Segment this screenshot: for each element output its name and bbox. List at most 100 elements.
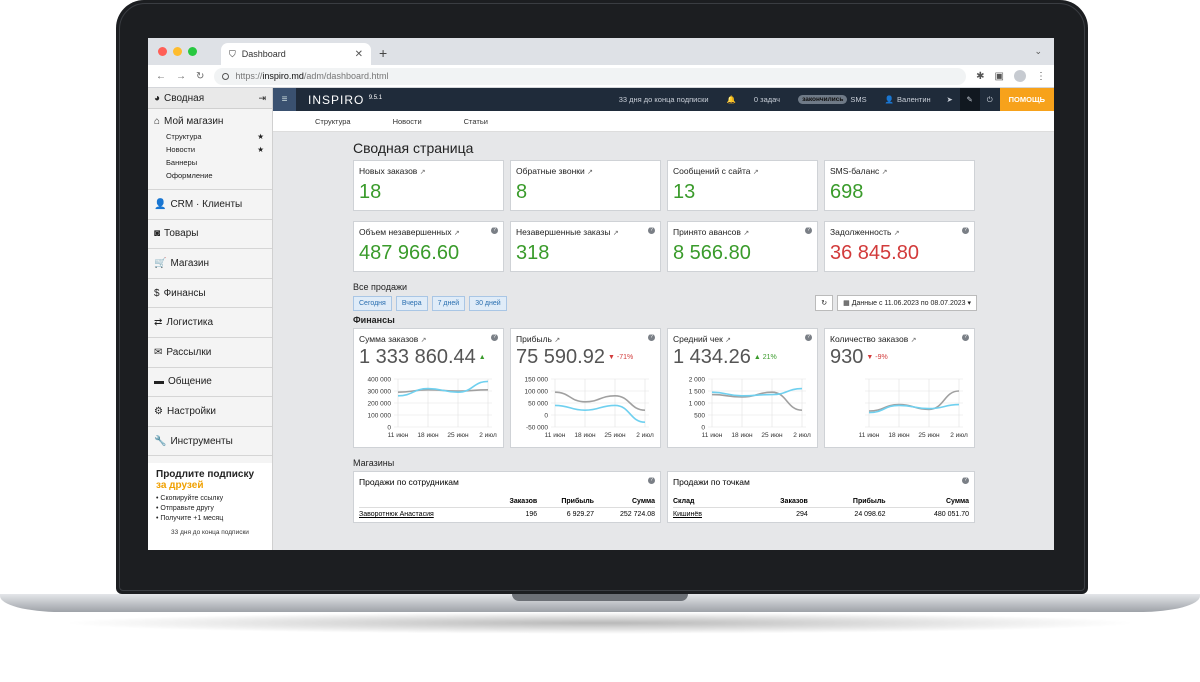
kpi-site-messages[interactable]: Сообщений с сайта ↗ 13 [667, 160, 818, 211]
send-icon[interactable]: ➤ [946, 95, 953, 104]
date-range-picker[interactable]: ▦ Данные с 11.06.2023 по 08.07.2023 ▾ [837, 295, 977, 311]
extensions-icon[interactable]: ✱ [976, 70, 985, 82]
sidepanel-icon[interactable]: ▣ [994, 70, 1004, 82]
table-header-cell[interactable]: Заказов [509, 498, 538, 505]
bell-icon[interactable]: 🔔 [726, 95, 736, 104]
employee-link[interactable]: Заворотнюк Анастасия [359, 507, 490, 521]
table-header-cell[interactable]: Прибыль [561, 498, 594, 505]
tasks-count[interactable]: 0 задач [753, 95, 781, 104]
sidebar-item-finance[interactable]: $ Финансы [148, 279, 272, 309]
sidebar-subitem-design[interactable]: Оформление [166, 169, 266, 182]
refresh-icon[interactable]: ↻ [815, 295, 834, 311]
power-icon[interactable]: ⏻ [986, 94, 993, 104]
range-7days-button[interactable]: 7 дней [431, 295, 466, 311]
star-icon[interactable]: ★ [257, 132, 264, 141]
external-link-icon[interactable]: ↗ [725, 337, 732, 344]
sidebar-item-settings[interactable]: ⚙ Настройки [148, 397, 272, 427]
sidebar-subitem-banners[interactable]: Баннеры [166, 156, 266, 169]
external-link-icon[interactable]: ↗ [910, 337, 917, 344]
range-yesterday-button[interactable]: Вчера [395, 295, 428, 311]
finance-card[interactable]: Количество заказов ↗? 930 ▼ -9% 11 июн 18 ию… [824, 328, 975, 448]
finance-card[interactable]: Прибыль ↗? 75 590.92 ▼ -71% 150 000 100 000 5… [510, 328, 661, 448]
external-link-icon[interactable]: ↗ [420, 337, 427, 344]
help-icon[interactable]: ? [962, 477, 969, 484]
subnav-news[interactable]: Новости [392, 116, 422, 126]
external-link-icon[interactable]: ↗ [612, 230, 619, 237]
kpi-unfinished-volume[interactable]: Объем незавершенных ↗? 487 966.60 [353, 221, 504, 272]
back-icon[interactable]: ← [156, 70, 166, 82]
sidebar-item-shop[interactable]: 🛒 Магазин [148, 249, 272, 279]
pencil-icon[interactable]: ✎ [959, 88, 980, 111]
help-icon[interactable]: ? [962, 334, 969, 341]
sidebar-header[interactable]: ◕ Сводная ⇥ [148, 88, 272, 109]
kpi-new-orders[interactable]: Новых заказов ↗ 18 [353, 160, 504, 211]
help-icon[interactable]: ? [962, 227, 969, 234]
table-header-cell[interactable]: Прибыль [852, 498, 886, 505]
subscription-days[interactable]: 33 дня до конца подписки [618, 95, 709, 104]
finance-card[interactable]: Средний чек ↗? 1 434.26 ▲ 21% 2 000 1 500 1 0… [667, 328, 818, 448]
sidebar-item-crm[interactable]: 👤 CRM · Клиенты [148, 190, 272, 220]
external-link-icon[interactable]: ↗ [554, 337, 561, 344]
sidebar-subitem-news[interactable]: Новости ★ [166, 143, 266, 156]
kpi-advances[interactable]: Принято авансов ↗? 8 566.80 [667, 221, 818, 272]
sidebar-item-logistics[interactable]: ⇄ Логистика [148, 308, 272, 338]
sidebar-item-my-shop[interactable]: ⌂ Мой магазин [154, 116, 266, 127]
external-link-icon[interactable]: ↗ [893, 230, 900, 237]
warehouse-link[interactable]: Кишинёв [673, 507, 743, 521]
kpi-callbacks[interactable]: Обратные звонки ↗ 8 [510, 160, 661, 211]
range-today-button[interactable]: Сегодня [353, 295, 392, 311]
external-link-icon[interactable]: ↗ [587, 169, 593, 176]
close-window-button[interactable] [158, 47, 167, 56]
help-icon[interactable]: ? [805, 227, 812, 234]
sidebar-subitem-structure[interactable]: Структура ★ [166, 130, 266, 143]
profile-avatar[interactable] [1014, 70, 1026, 82]
kpi-debt[interactable]: Задолженность ↗? 36 845.80 [824, 221, 975, 272]
sms-status[interactable]: закончились SMS [789, 95, 876, 104]
collapse-sidebar-icon[interactable]: ⇥ [258, 92, 266, 103]
kpi-sms-balance[interactable]: SMS-баланс ↗ 698 [824, 160, 975, 211]
more-menu-icon[interactable]: ⋮ [1036, 70, 1046, 82]
user-menu[interactable]: 👤 Валентин [876, 95, 940, 104]
maximize-window-button[interactable] [188, 47, 197, 56]
finance-card[interactable]: Сумма заказов ↗? 1 333 860.44 ▲ 400 000 300 … [353, 328, 504, 448]
chevron-down-icon[interactable]: ⌄ [1034, 46, 1042, 56]
brand-logo[interactable]: INSPIRO 9.5.1 [308, 93, 382, 107]
reload-icon[interactable]: ↻ [196, 70, 205, 82]
help-icon[interactable]: ? [648, 227, 655, 234]
table-header-cell[interactable]: Сумма [631, 498, 655, 505]
external-link-icon[interactable]: ↗ [881, 169, 888, 176]
subnav-articles[interactable]: Статьи [463, 116, 488, 126]
sidebar-item-tools[interactable]: 🔧 Инструменты [148, 427, 272, 457]
address-bar[interactable]: https://inspiro.md/adm/dashboard.html [214, 67, 967, 85]
kpi-unfinished-orders[interactable]: Незавершенные заказы ↗? 318 [510, 221, 661, 272]
hamburger-menu-icon[interactable]: ≡ [273, 88, 296, 111]
site-info-icon[interactable] [222, 72, 230, 80]
table-header-cell[interactable]: Заказов [780, 498, 808, 505]
wrench-icon: 🔧 [154, 435, 167, 447]
minimize-window-button[interactable] [173, 47, 182, 56]
browser-tab[interactable]: ⛉ Dashboard ✕ [221, 43, 371, 65]
table-header-cell[interactable]: Склад [673, 498, 695, 505]
external-link-icon[interactable]: ↗ [453, 230, 460, 237]
range-30days-button[interactable]: 30 дней [469, 295, 507, 311]
sidebar-item-chat[interactable]: ▬ Общение [148, 368, 272, 398]
subscription-promo[interactable]: Продлите подписку за друзей • Скопируйте… [148, 463, 272, 550]
external-link-icon[interactable]: ↗ [743, 230, 750, 237]
table-header-cell[interactable]: Сумма [945, 498, 969, 505]
sidebar-item-products[interactable]: ◙ Товары [148, 220, 272, 250]
help-icon[interactable]: ? [805, 334, 812, 341]
subnav-structure[interactable]: Структура [315, 116, 351, 126]
kpi-value: 36 845.80 [830, 242, 919, 264]
help-icon[interactable]: ? [648, 334, 655, 341]
new-tab-button[interactable]: + [379, 45, 388, 61]
star-icon[interactable]: ★ [257, 145, 264, 154]
sidebar-item-mailings[interactable]: ✉ Рассылки [148, 338, 272, 368]
external-link-icon[interactable]: ↗ [419, 169, 426, 176]
help-icon[interactable]: ? [491, 334, 498, 341]
forward-icon[interactable]: → [176, 70, 186, 82]
help-button[interactable]: ПОМОЩЬ [999, 88, 1054, 111]
help-icon[interactable]: ? [491, 227, 498, 234]
external-link-icon[interactable]: ↗ [752, 169, 759, 176]
help-icon[interactable]: ? [648, 477, 655, 484]
tab-close-icon[interactable]: ✕ [354, 48, 363, 60]
